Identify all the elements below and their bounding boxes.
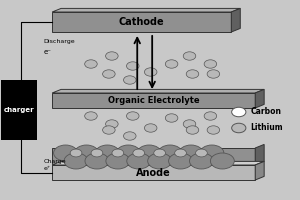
Text: Lithium: Lithium (250, 123, 283, 132)
Polygon shape (255, 161, 264, 180)
Circle shape (144, 68, 157, 76)
Circle shape (158, 145, 182, 161)
Text: e⁺: e⁺ (43, 166, 50, 171)
Circle shape (54, 145, 77, 161)
Polygon shape (231, 8, 240, 32)
Circle shape (127, 112, 139, 120)
Polygon shape (52, 148, 255, 165)
Circle shape (70, 149, 82, 157)
Circle shape (116, 145, 140, 161)
Text: Cathode: Cathode (119, 17, 164, 27)
Circle shape (179, 145, 203, 161)
Circle shape (183, 120, 196, 128)
Circle shape (232, 123, 246, 133)
Circle shape (95, 145, 119, 161)
Circle shape (74, 145, 98, 161)
Polygon shape (52, 161, 264, 165)
Text: Carbon: Carbon (250, 108, 281, 116)
Circle shape (106, 120, 118, 128)
Text: Charge: Charge (43, 158, 66, 164)
Circle shape (85, 112, 97, 120)
Circle shape (196, 149, 207, 157)
Circle shape (154, 149, 166, 157)
Circle shape (106, 52, 118, 60)
Circle shape (204, 112, 217, 120)
Polygon shape (52, 8, 240, 12)
Circle shape (190, 153, 213, 169)
Circle shape (144, 124, 157, 132)
Circle shape (103, 70, 115, 78)
Bar (2, 80, 37, 140)
Circle shape (165, 60, 178, 68)
Circle shape (124, 132, 136, 140)
Circle shape (91, 149, 103, 157)
Circle shape (137, 145, 161, 161)
Circle shape (112, 149, 124, 157)
Polygon shape (255, 89, 264, 108)
Text: e⁻: e⁻ (43, 49, 51, 55)
Text: charger: charger (4, 107, 34, 113)
Circle shape (148, 153, 172, 169)
Circle shape (210, 153, 234, 169)
Polygon shape (255, 144, 264, 165)
Circle shape (133, 149, 145, 157)
Circle shape (124, 76, 136, 84)
Circle shape (175, 149, 186, 157)
Polygon shape (52, 12, 231, 32)
Circle shape (165, 114, 178, 122)
Circle shape (103, 126, 115, 134)
Circle shape (106, 153, 130, 169)
Circle shape (85, 60, 97, 68)
Polygon shape (52, 165, 255, 180)
Polygon shape (52, 93, 255, 108)
Text: Discharge: Discharge (43, 40, 75, 45)
Text: Organic Electrolyte: Organic Electrolyte (108, 96, 200, 105)
Circle shape (64, 153, 88, 169)
Circle shape (232, 107, 246, 117)
Circle shape (183, 52, 196, 60)
Circle shape (186, 70, 199, 78)
Circle shape (169, 153, 193, 169)
Circle shape (127, 153, 151, 169)
Circle shape (207, 126, 220, 134)
Circle shape (127, 62, 139, 70)
Text: Anode: Anode (136, 168, 171, 178)
Circle shape (200, 145, 224, 161)
Circle shape (186, 126, 199, 134)
Circle shape (85, 153, 109, 169)
Circle shape (204, 60, 217, 68)
Polygon shape (52, 89, 264, 93)
Circle shape (207, 70, 220, 78)
